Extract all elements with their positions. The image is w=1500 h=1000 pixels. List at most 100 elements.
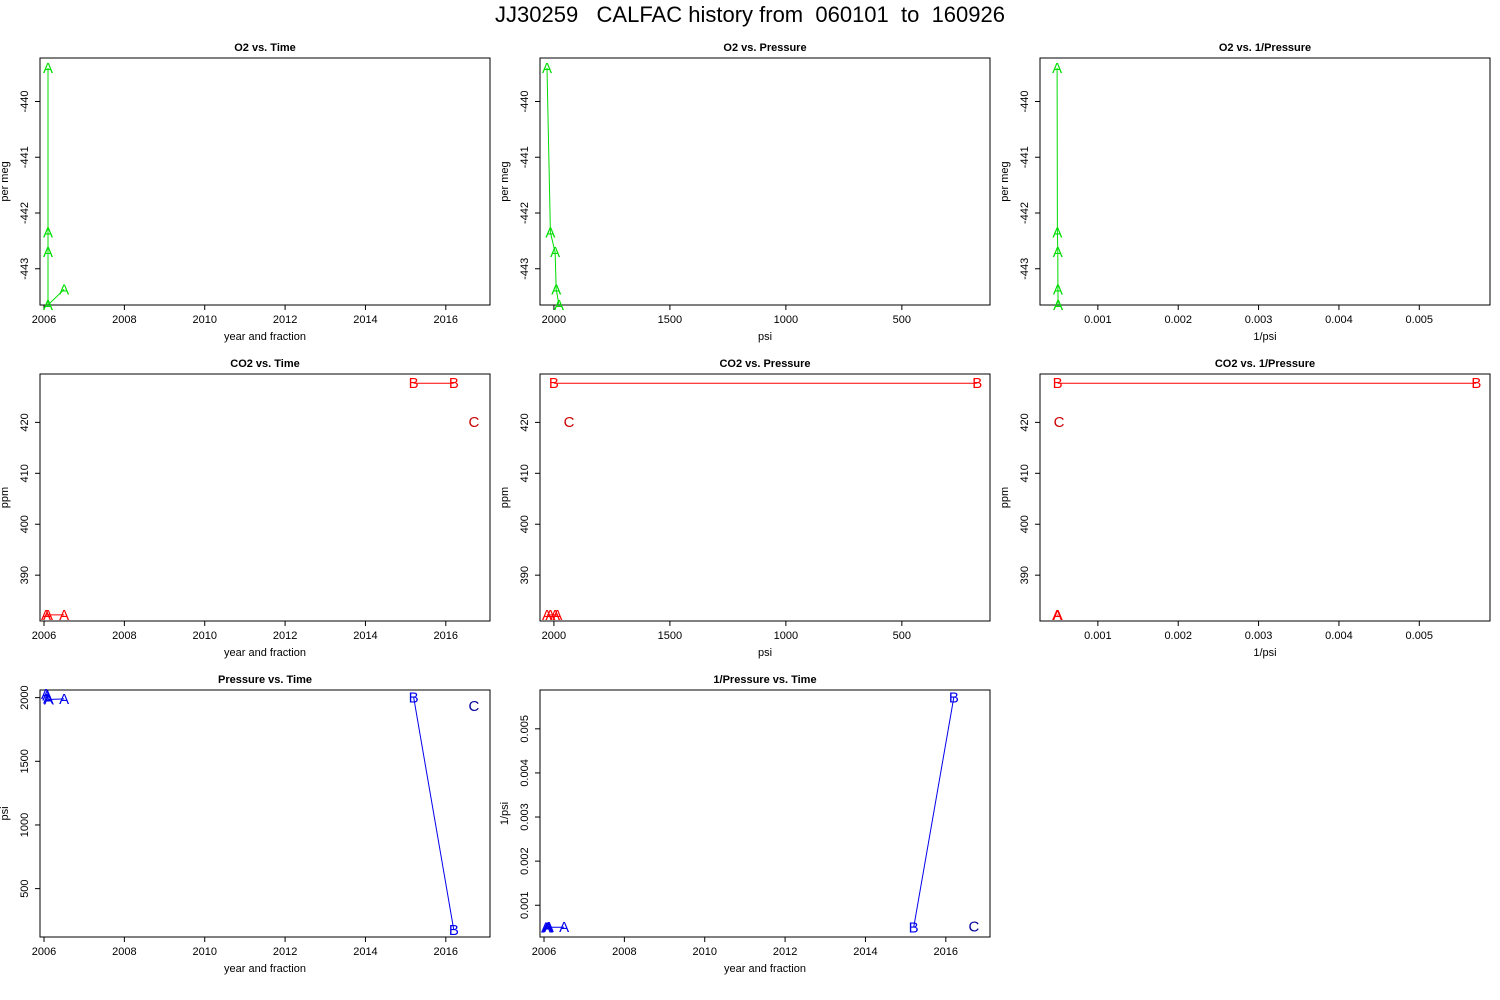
y-tick-label: -440 [1019, 90, 1031, 112]
y-tick-label: 410 [19, 464, 31, 482]
data-point: B [409, 375, 419, 392]
x-axis-label: psi [758, 647, 772, 659]
x-tick-label: 0.003 [1245, 630, 1273, 642]
x-axis-label: year and fraction [224, 331, 306, 343]
x-tick-label: 1500 [658, 314, 682, 326]
data-point: A [41, 686, 51, 703]
data-point: A [41, 607, 51, 624]
x-tick-label: 2006 [32, 946, 56, 958]
series: C [969, 919, 980, 936]
x-tick-label: 2006 [32, 314, 56, 326]
x-tick-label: 2016 [934, 946, 958, 958]
y-tick-label: 0.002 [519, 847, 531, 875]
data-point: A [59, 281, 69, 298]
y-tick-label: -441 [19, 146, 31, 168]
data-point: A [1053, 297, 1063, 314]
chart-title: O2 vs. Time [234, 42, 296, 54]
y-tick-label: 400 [1019, 515, 1031, 533]
data-point: B [549, 375, 559, 392]
x-tick-label: 2014 [353, 314, 377, 326]
data-point: A [543, 919, 553, 936]
series: BB [409, 690, 459, 939]
y-tick-label: 0.003 [519, 803, 531, 831]
plot-frame [539, 57, 991, 306]
x-tick-label: 0.005 [1406, 314, 1434, 326]
y-tick-label: 400 [19, 515, 31, 533]
series: C [469, 414, 480, 431]
data-point: A [43, 225, 53, 242]
y-axis-label: psi [0, 806, 11, 820]
x-tick-label: 0.002 [1164, 314, 1192, 326]
chart-co2-time: CO2 vs. Time 2006 2008 2010 2012 2014 2016 390 4… [0, 358, 491, 659]
data-point: A [542, 919, 552, 936]
x-tick-label: 0.005 [1406, 630, 1434, 642]
y-tick-label: 420 [1019, 413, 1031, 431]
x-tick-label: 0.004 [1325, 314, 1353, 326]
x-axis-label: psi [758, 331, 772, 343]
x-tick-label: 500 [893, 630, 911, 642]
data-point: A [541, 920, 551, 937]
data-point: A [42, 688, 52, 705]
x-tick-label: 1000 [774, 630, 798, 642]
data-point: B [909, 919, 919, 936]
data-point: A [554, 297, 564, 314]
plot-frame [1039, 57, 1491, 306]
x-axis-label: 1/psi [1253, 647, 1276, 659]
plot-frame [39, 373, 491, 622]
y-tick-label: -443 [519, 258, 531, 280]
x-axis-label: 1/psi [1253, 331, 1276, 343]
chart-o2-pressure: O2 vs. Pressure 2000 1500 1000 500 -443 -442 -4… [499, 42, 991, 343]
data-point: A [550, 607, 560, 624]
y-tick-label: -441 [1019, 146, 1031, 168]
plot-frame [39, 689, 491, 938]
x-axis-label: year and fraction [224, 963, 306, 975]
chart-invpressure-time: 1/Pressure vs. Time 2006 2008 2010 2012 2014 2… [499, 674, 991, 975]
y-tick-label: -443 [19, 258, 31, 280]
x-tick-label: 2006 [32, 630, 56, 642]
x-tick-label: 2010 [192, 946, 216, 958]
y-axis-label: per meg [0, 161, 11, 201]
chart-title: Pressure vs. Time [218, 674, 312, 686]
chart-pressure-time: Pressure vs. Time 2006 2008 2010 2012 2014 201… [0, 674, 491, 975]
data-point: A [59, 691, 69, 708]
data-point: B [972, 375, 982, 392]
x-tick-label: 2016 [434, 630, 458, 642]
chart-title: CO2 vs. Pressure [719, 358, 810, 370]
y-axis-label: per meg [499, 161, 511, 201]
x-tick-label: 2008 [612, 946, 636, 958]
data-point: C [469, 414, 480, 431]
y-tick-label: 410 [519, 464, 531, 482]
series-line [546, 67, 560, 306]
chart-co2-pressure: CO2 vs. Pressure 2000 1500 1000 500 390 400 410… [499, 358, 991, 659]
x-tick-label: 2006 [532, 946, 556, 958]
data-point: A [43, 690, 53, 707]
data-point: A [43, 297, 53, 314]
plot-frame [1039, 373, 1491, 622]
y-tick-label: 390 [1019, 566, 1031, 584]
x-tick-label: 2000 [542, 630, 566, 642]
plot-frame [539, 373, 991, 622]
chart-o2-invpressure: O2 vs. 1/Pressure 0.001 0.002 0.003 0.004 0.0… [999, 42, 1491, 343]
y-tick-label: 1000 [19, 813, 31, 837]
x-tick-label: 2012 [273, 314, 297, 326]
y-tick-label: -442 [519, 202, 531, 224]
y-tick-label: 0.005 [519, 715, 531, 743]
data-point: A [542, 60, 552, 77]
y-axis-label: 1/psi [499, 802, 511, 825]
y-tick-label: 420 [19, 413, 31, 431]
x-tick-label: 2008 [112, 314, 136, 326]
y-tick-label: 420 [519, 413, 531, 431]
data-point: A [1053, 607, 1063, 624]
y-tick-label: -440 [519, 90, 531, 112]
x-axis-label: year and fraction [224, 647, 306, 659]
series-line [47, 68, 65, 307]
data-point: B [1471, 375, 1481, 392]
y-tick-label: 2000 [19, 685, 31, 709]
data-point: A [551, 281, 561, 298]
data-point: A [43, 607, 53, 624]
